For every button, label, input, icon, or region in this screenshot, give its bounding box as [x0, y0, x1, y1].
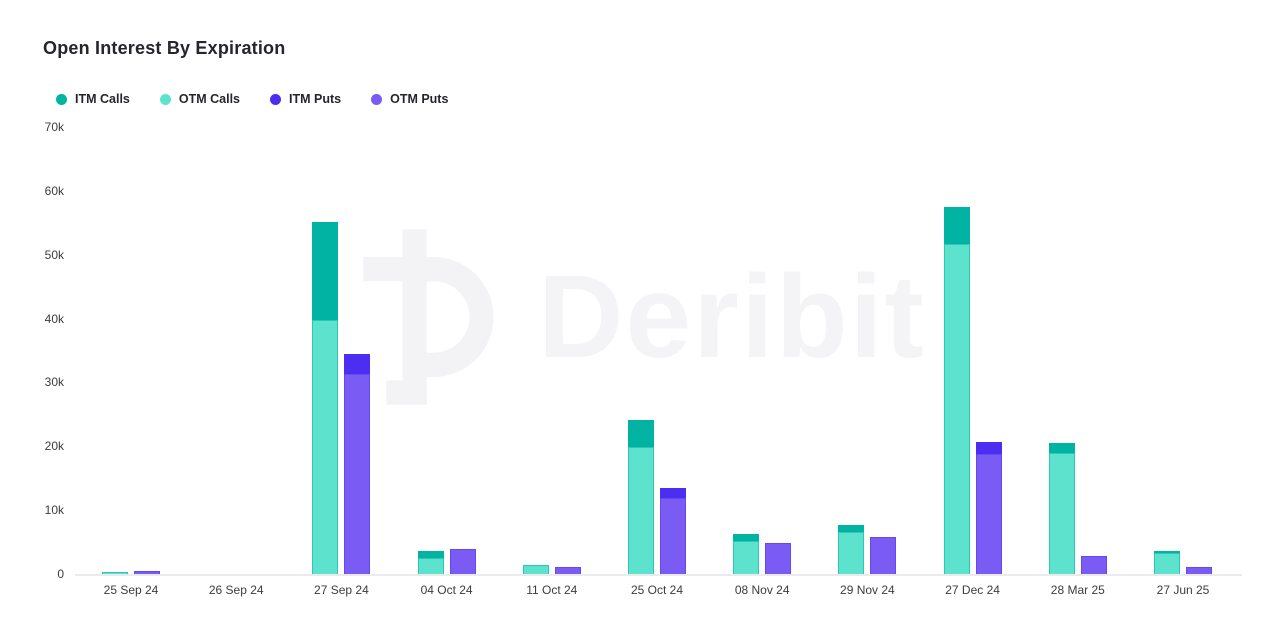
- bar-stack-calls-25-sep-24[interactable]: [102, 572, 128, 575]
- deribit-logo-icon: [363, 229, 494, 405]
- y-axis-tick-label: 70k: [44, 120, 64, 134]
- bar-stack-puts-29-nov-24[interactable]: [870, 536, 897, 575]
- bar-stack-puts-25-oct-24[interactable]: [660, 488, 686, 575]
- legend-label: OTM Puts: [390, 92, 449, 106]
- bar-segment-otm-calls[interactable]: [312, 319, 339, 575]
- bar-stack-calls-11-oct-24[interactable]: [522, 565, 549, 575]
- bar-stack-puts-28-mar-25[interactable]: [1080, 556, 1107, 575]
- legend-item-otm-calls[interactable]: OTM Calls: [159, 92, 240, 106]
- x-axis-tick-label: 29 Nov 24: [840, 583, 895, 597]
- bar-segment-itm-calls[interactable]: [1048, 443, 1075, 454]
- x-axis-tick-label: 27 Jun 25: [1156, 583, 1210, 597]
- bar-stack-puts-27-jun-25[interactable]: [1186, 566, 1212, 575]
- chart-legend: ITM Calls OTM Calls ITM Puts OTM Puts: [56, 92, 448, 106]
- legend-label: OTM Calls: [178, 92, 240, 106]
- bar-segment-otm-puts[interactable]: [765, 543, 792, 575]
- bar-segment-otm-calls[interactable]: [628, 447, 654, 575]
- y-axis-tick-label: 40k: [44, 311, 64, 326]
- bar-segment-itm-calls[interactable]: [943, 207, 970, 245]
- bar-segment-otm-puts[interactable]: [344, 373, 371, 575]
- bar-segment-otm-calls[interactable]: [1154, 552, 1180, 575]
- legend-dot-icon: [270, 93, 281, 105]
- bar-stack-calls-25-oct-24[interactable]: [628, 419, 654, 575]
- x-axis-line: [75, 574, 1242, 576]
- legend-dot-icon: [371, 93, 383, 105]
- x-axis-tick-label: 27 Sep 24: [314, 583, 369, 597]
- bar-segment-itm-puts[interactable]: [975, 442, 1002, 454]
- bar-segment-otm-calls[interactable]: [838, 532, 865, 575]
- x-axis-tick-label: 25 Sep 24: [103, 583, 159, 597]
- bar-segment-otm-puts[interactable]: [134, 570, 160, 575]
- watermark-text: Deribit: [538, 251, 926, 383]
- bar-segment-otm-puts[interactable]: [1080, 556, 1107, 575]
- y-axis-tick-label: 50k: [44, 247, 64, 262]
- bar-segment-otm-calls[interactable]: [733, 541, 760, 575]
- bar-segment-otm-puts[interactable]: [554, 567, 581, 575]
- bar-stack-puts-11-oct-24[interactable]: [554, 567, 581, 575]
- deribit-watermark: Deribit: [0, 222, 1280, 412]
- y-axis-tick-label: 60k: [44, 183, 64, 198]
- legend-item-itm-puts[interactable]: ITM Puts: [270, 92, 341, 106]
- legend-item-otm-puts[interactable]: OTM Puts: [371, 92, 448, 106]
- bar-stack-calls-04-oct-24[interactable]: [417, 550, 444, 575]
- bar-stack-puts-04-oct-24[interactable]: [449, 548, 476, 575]
- bar-stack-puts-27-dec-24[interactable]: [975, 442, 1002, 575]
- y-axis-tick-label: 30k: [44, 375, 64, 390]
- legend-item-itm-calls[interactable]: ITM Calls: [56, 92, 130, 106]
- bar-segment-otm-puts[interactable]: [660, 497, 686, 575]
- bar-segment-otm-puts[interactable]: [1186, 566, 1212, 575]
- legend-label: ITM Calls: [75, 92, 130, 106]
- bar-segment-itm-calls[interactable]: [838, 525, 865, 533]
- bar-segment-itm-calls[interactable]: [628, 419, 654, 448]
- x-axis-tick-label: 04 Oct 24: [420, 583, 473, 597]
- bar-stack-puts-27-sep-24[interactable]: [344, 354, 371, 575]
- bar-stack-calls-28-mar-25[interactable]: [1048, 443, 1075, 575]
- bar-segment-otm-calls[interactable]: [943, 244, 970, 575]
- bar-segment-itm-calls[interactable]: [417, 550, 444, 558]
- legend-dot-icon: [56, 93, 67, 105]
- bar-segment-otm-calls[interactable]: [102, 572, 128, 575]
- bar-stack-calls-08-nov-24[interactable]: [733, 534, 760, 575]
- bar-segment-otm-calls[interactable]: [417, 557, 444, 575]
- bar-stack-calls-27-jun-25[interactable]: [1154, 550, 1180, 575]
- y-axis-tick-label: 20k: [44, 439, 64, 454]
- x-axis-tick-label: 08 Nov 24: [734, 583, 790, 597]
- bar-segment-otm-calls[interactable]: [522, 565, 549, 575]
- bar-stack-calls-27-sep-24[interactable]: [312, 221, 339, 575]
- x-axis-tick-label: 11 Oct 24: [526, 583, 578, 597]
- legend-label: ITM Puts: [289, 92, 342, 106]
- x-axis-tick-label: 26 Sep 24: [208, 583, 264, 597]
- x-axis-tick-label: 25 Oct 24: [630, 583, 684, 597]
- x-axis-tick-label: 27 Dec 24: [945, 583, 1000, 597]
- bar-segment-otm-puts[interactable]: [870, 536, 897, 575]
- bar-stack-puts-08-nov-24[interactable]: [765, 543, 792, 575]
- bar-stack-puts-25-sep-24[interactable]: [134, 570, 160, 575]
- legend-dot-icon: [159, 93, 171, 105]
- bar-segment-itm-calls[interactable]: [1154, 550, 1180, 553]
- bar-segment-itm-calls[interactable]: [733, 534, 760, 542]
- bar-segment-otm-puts[interactable]: [449, 548, 476, 575]
- x-axis-tick-label: 28 Mar 25: [1050, 583, 1105, 597]
- bar-segment-itm-puts[interactable]: [660, 488, 686, 498]
- bar-stack-calls-27-dec-24[interactable]: [943, 207, 970, 575]
- y-axis-tick-label: 10k: [44, 503, 64, 518]
- y-axis-tick-label: 0: [57, 567, 64, 581]
- bar-segment-otm-puts[interactable]: [975, 453, 1002, 575]
- bar-segment-otm-calls[interactable]: [1048, 453, 1075, 575]
- bar-segment-itm-calls[interactable]: [312, 221, 339, 320]
- bar-segment-itm-puts[interactable]: [344, 354, 371, 374]
- bar-stack-calls-29-nov-24[interactable]: [838, 525, 865, 575]
- chart-title: Open Interest By Expiration: [43, 38, 286, 58]
